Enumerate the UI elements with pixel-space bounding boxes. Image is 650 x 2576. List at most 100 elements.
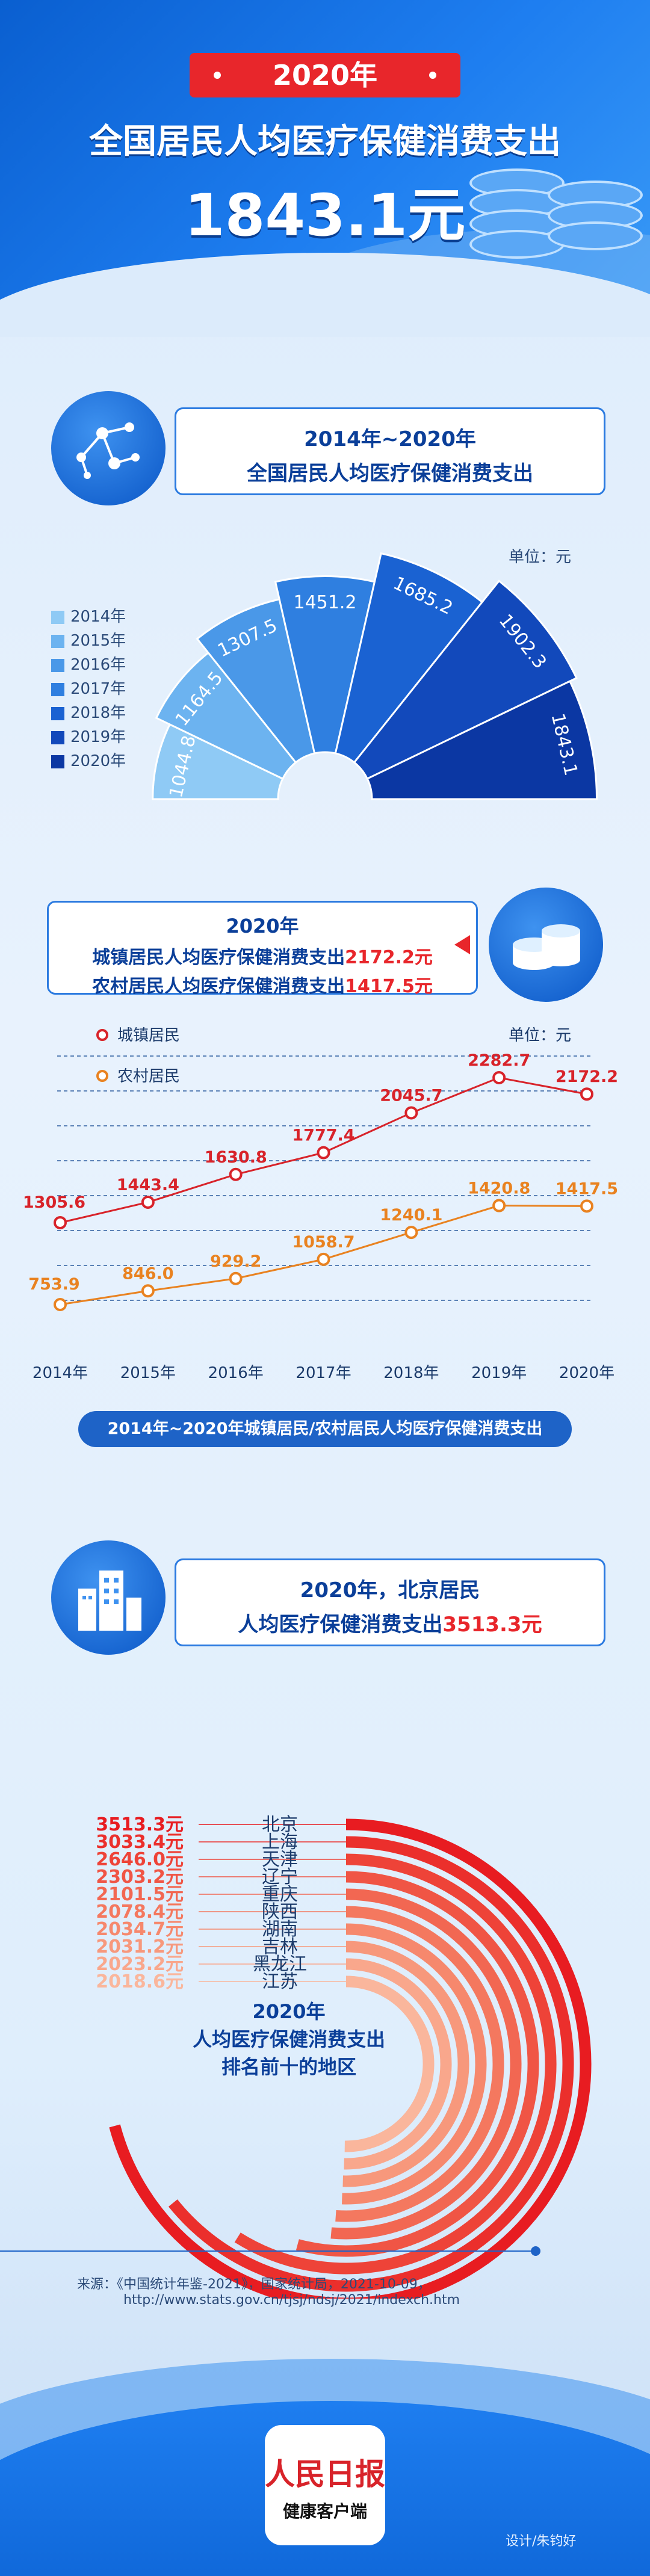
logo-text: 人民日报 — [265, 2456, 385, 2492]
section2-title-box: 2020年 城镇居民人均医疗保健消费支出2172.2元 农村居民人均医疗保健消费… — [47, 901, 478, 998]
source-link[interactable]: http://www.stats.gov.cn/tjsj/ndsj/2021/i… — [123, 2293, 460, 2308]
urban-summary-value: 2172.2元 — [345, 947, 433, 968]
rural-point — [317, 1252, 330, 1266]
urban-value-label: 1305.6 — [23, 1193, 85, 1212]
arc-value-label: 3033.4元 — [96, 1832, 184, 1853]
arc-value-label: 2646.0元 — [96, 1849, 184, 1870]
legend-item: 2016年 — [51, 653, 141, 677]
source-line1: 来源：《中国统计年鉴-2021》，国家统计局，2021-10-09， — [77, 2277, 431, 2292]
app-logo: 人民日报 健康客户端 — [265, 2425, 385, 2545]
badge-dot — [214, 72, 221, 79]
rural-point — [580, 1199, 593, 1213]
urban-value-label: 1630.8 — [205, 1148, 267, 1167]
rural-summary-value: 1417.5元 — [345, 976, 433, 997]
rural-value-label: 1240.1 — [380, 1206, 442, 1225]
arc-bar — [335, 1906, 504, 2222]
urban-value-label: 2045.7 — [380, 1086, 442, 1105]
x-tick-label: 2019年 — [471, 1364, 527, 1382]
arc-bar — [342, 1923, 487, 2205]
network-icon — [51, 391, 166, 505]
footer-divider — [0, 2250, 536, 2252]
rural-point — [54, 1298, 67, 1311]
urban-point — [580, 1087, 593, 1101]
urban-point — [54, 1215, 67, 1229]
legend-urban-label: 城镇居民 — [117, 1027, 180, 1045]
rural-summary: 农村居民人均医疗保健消费支出1417.5元 — [49, 971, 476, 998]
legend-item: 2015年 — [51, 629, 141, 653]
arc-value-label: 2101.5元 — [96, 1884, 184, 1905]
arc-city-label: 北京 — [262, 1814, 298, 1835]
header-banner: 2020年 全国居民人均医疗保健消费支出 1843.1元 — [0, 0, 650, 337]
fan-bar — [196, 598, 316, 764]
x-tick-label: 2018年 — [383, 1364, 439, 1382]
section3-title-line2: 人均医疗保健消费支出3513.3元 — [176, 1608, 604, 1637]
year-legend: 2014年 2015年 2016年 2017年 2018年 2019年 2020年 — [51, 605, 141, 773]
urban-point — [404, 1106, 418, 1120]
arc-value-label: 3513.3元 — [96, 1814, 184, 1835]
legend-item: 2018年 — [51, 701, 141, 725]
section1-unit: 单位：元 — [509, 548, 572, 566]
arc-value-label: 2303.2元 — [96, 1867, 184, 1888]
line-chart-caption: 2014年~2020年城镇居民/农村居民人均医疗保健消费支出 — [78, 1411, 572, 1447]
arc-city-label: 上海 — [262, 1832, 298, 1853]
section1-title-box: 2014年~2020年 全国居民人均医疗保健消费支出 — [175, 407, 605, 495]
urban-value-label: 2282.7 — [468, 1051, 530, 1070]
legend-label: 2017年 — [70, 680, 126, 698]
rural-point — [229, 1271, 243, 1285]
arc-bar — [342, 1941, 469, 2187]
arc-city-label: 黑龙江 — [253, 1954, 307, 1975]
rural-point — [141, 1284, 155, 1298]
legend-label: 2020年 — [70, 752, 126, 770]
legend-swatch — [51, 610, 64, 624]
header-title: 全国居民人均医疗保健消费支出 — [89, 122, 561, 161]
arc-chart: 3513.3元 北京 3033.4元 上海 2646.0元 天津 2303.2元 辽宁 2101… — [96, 1814, 592, 2299]
arc-city-label: 湖南 — [262, 1919, 298, 1940]
arc-bar — [296, 1871, 539, 2257]
arc-bar — [109, 1818, 592, 2299]
pointer-triangle-icon — [454, 935, 470, 954]
arc-center-line1: 2020年 — [252, 2000, 326, 2023]
arc-city-label: 陕西 — [262, 1901, 298, 1923]
footer-banner: 人民日报 健康客户端 设计/朱钧好 — [0, 2335, 650, 2576]
arc-city-label: 天津 — [262, 1849, 298, 1870]
legend-urban-marker — [96, 1029, 108, 1041]
legend-label: 2018年 — [70, 704, 126, 722]
arc-city-label: 重庆 — [262, 1884, 298, 1905]
rural-point — [492, 1199, 506, 1212]
urban-point — [141, 1195, 155, 1209]
arc-city-label: 辽宁 — [262, 1867, 298, 1888]
legend-label: 2014年 — [70, 608, 126, 626]
section1-title-line2: 全国居民人均医疗保健消费支出 — [247, 462, 533, 486]
arc-bar — [344, 1975, 435, 2152]
arc-center-line3: 排名前十的地区 — [221, 2056, 356, 2078]
legend-item: 2014年 — [51, 605, 141, 629]
rural-value-label: 753.9 — [28, 1275, 79, 1294]
arc-value-label: 2034.7元 — [96, 1919, 184, 1940]
buildings-icon — [51, 1540, 166, 1655]
arc-value-label: 2023.2元 — [96, 1954, 184, 1975]
legend-swatch — [51, 634, 64, 648]
x-tick-label: 2017年 — [296, 1364, 351, 1382]
arc-value-label: 2018.6元 — [96, 1971, 184, 1992]
arc-value-label: 2031.2元 — [96, 1936, 184, 1957]
fan-bar — [155, 651, 297, 780]
fan-bar-label: 1451.2 — [294, 592, 357, 613]
arc-city-label: 吉林 — [262, 1936, 298, 1957]
coins-icon — [489, 888, 603, 1002]
legend-swatch — [51, 658, 64, 672]
year-badge-text: 2020年 — [272, 59, 378, 91]
section2-title-year: 2020年 — [226, 915, 299, 937]
legend-item: 2020年 — [51, 749, 141, 773]
legend-swatch — [51, 755, 64, 768]
section3-title-value: 3513.3元 — [442, 1613, 542, 1637]
urban-point — [492, 1071, 506, 1084]
legend-label: 2019年 — [70, 728, 126, 746]
rural-value-label: 1417.5 — [556, 1179, 618, 1198]
x-tick-label: 2015年 — [120, 1364, 176, 1382]
arc-bar — [234, 1853, 557, 2275]
arc-bar — [344, 1958, 452, 2170]
x-tick-label: 2020年 — [559, 1364, 614, 1382]
arc-center-line2: 人均医疗保健消费支出 — [192, 2028, 385, 2051]
rural-point — [404, 1226, 418, 1240]
